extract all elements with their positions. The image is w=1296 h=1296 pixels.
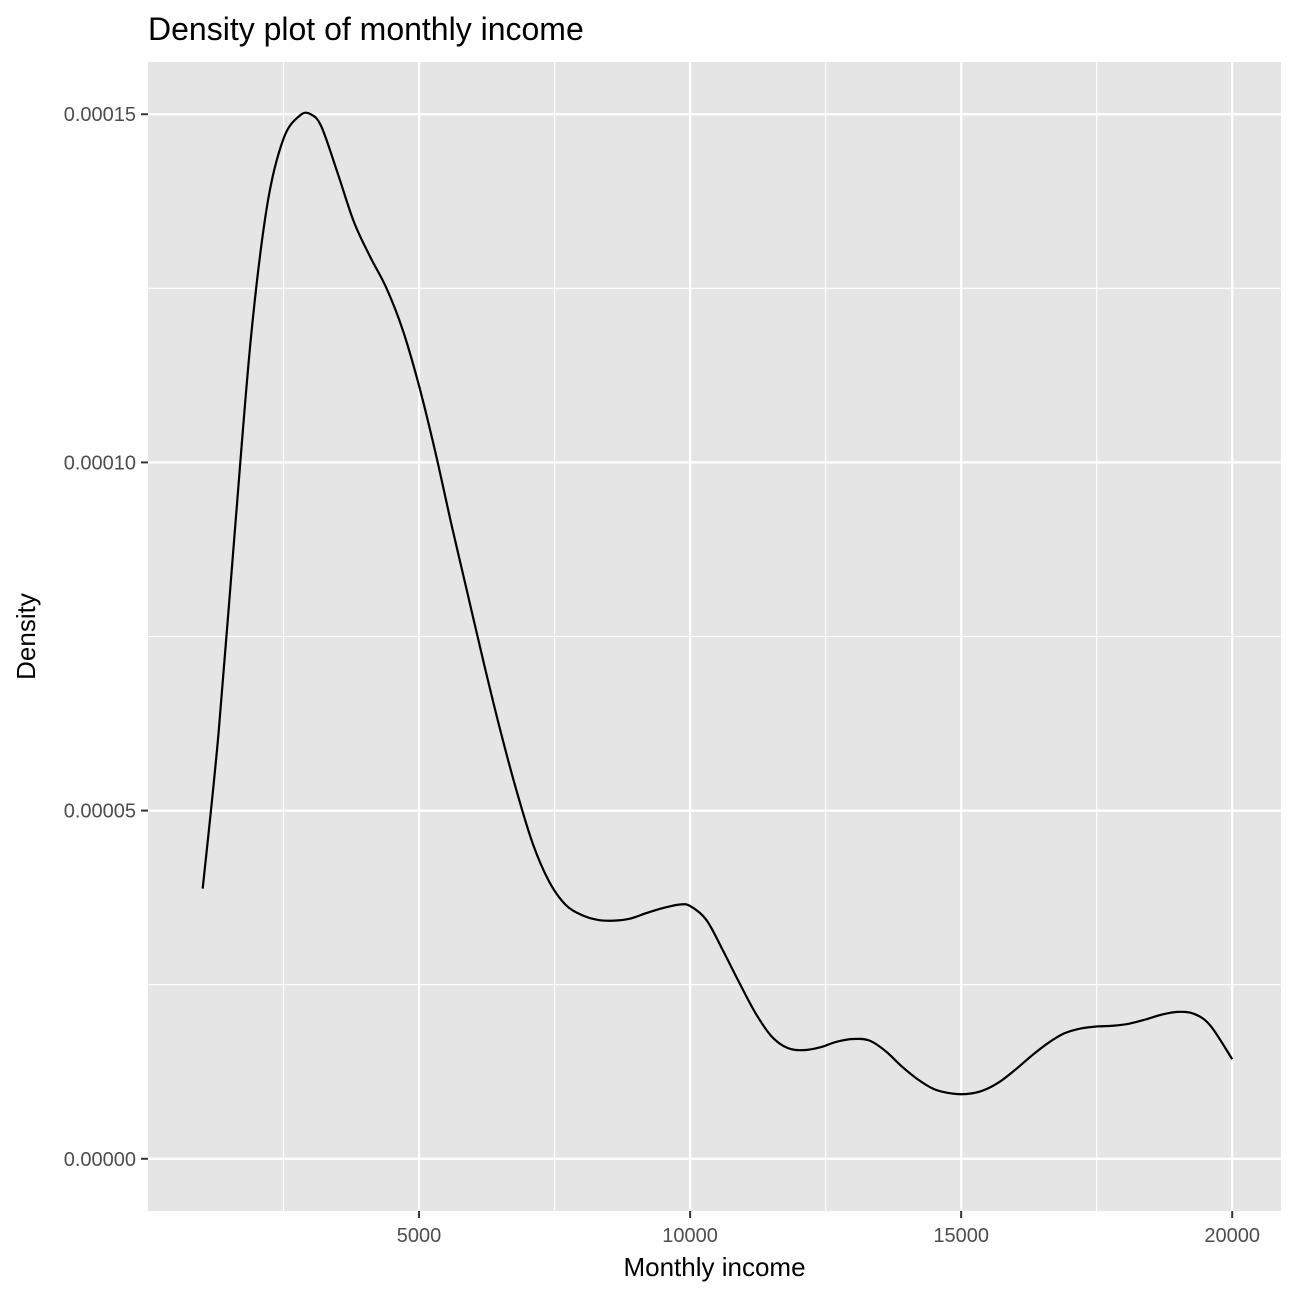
- y-tick-label: 0.00005: [64, 801, 136, 823]
- y-axis-title: Density: [11, 593, 41, 680]
- x-tick-label: 5000: [397, 1225, 442, 1247]
- x-tick-label: 15000: [933, 1225, 989, 1247]
- x-axis: 5000 10000 15000 20000: [397, 1211, 1260, 1247]
- x-axis-title: Monthly income: [623, 1252, 805, 1282]
- y-tick-label: 0.00000: [64, 1149, 136, 1171]
- minor-grid: [148, 62, 1281, 1211]
- y-axis: 0.00000 0.00005 0.00010 0.00015: [64, 104, 148, 1171]
- x-tick-label: 20000: [1204, 1225, 1260, 1247]
- chart-title: Density plot of monthly income: [148, 11, 584, 47]
- major-grid: [148, 62, 1281, 1211]
- y-tick-label: 0.00010: [64, 452, 136, 474]
- density-line: [201, 111, 1234, 1096]
- y-tick-label: 0.00015: [64, 104, 136, 126]
- x-tick-label: 10000: [662, 1225, 718, 1247]
